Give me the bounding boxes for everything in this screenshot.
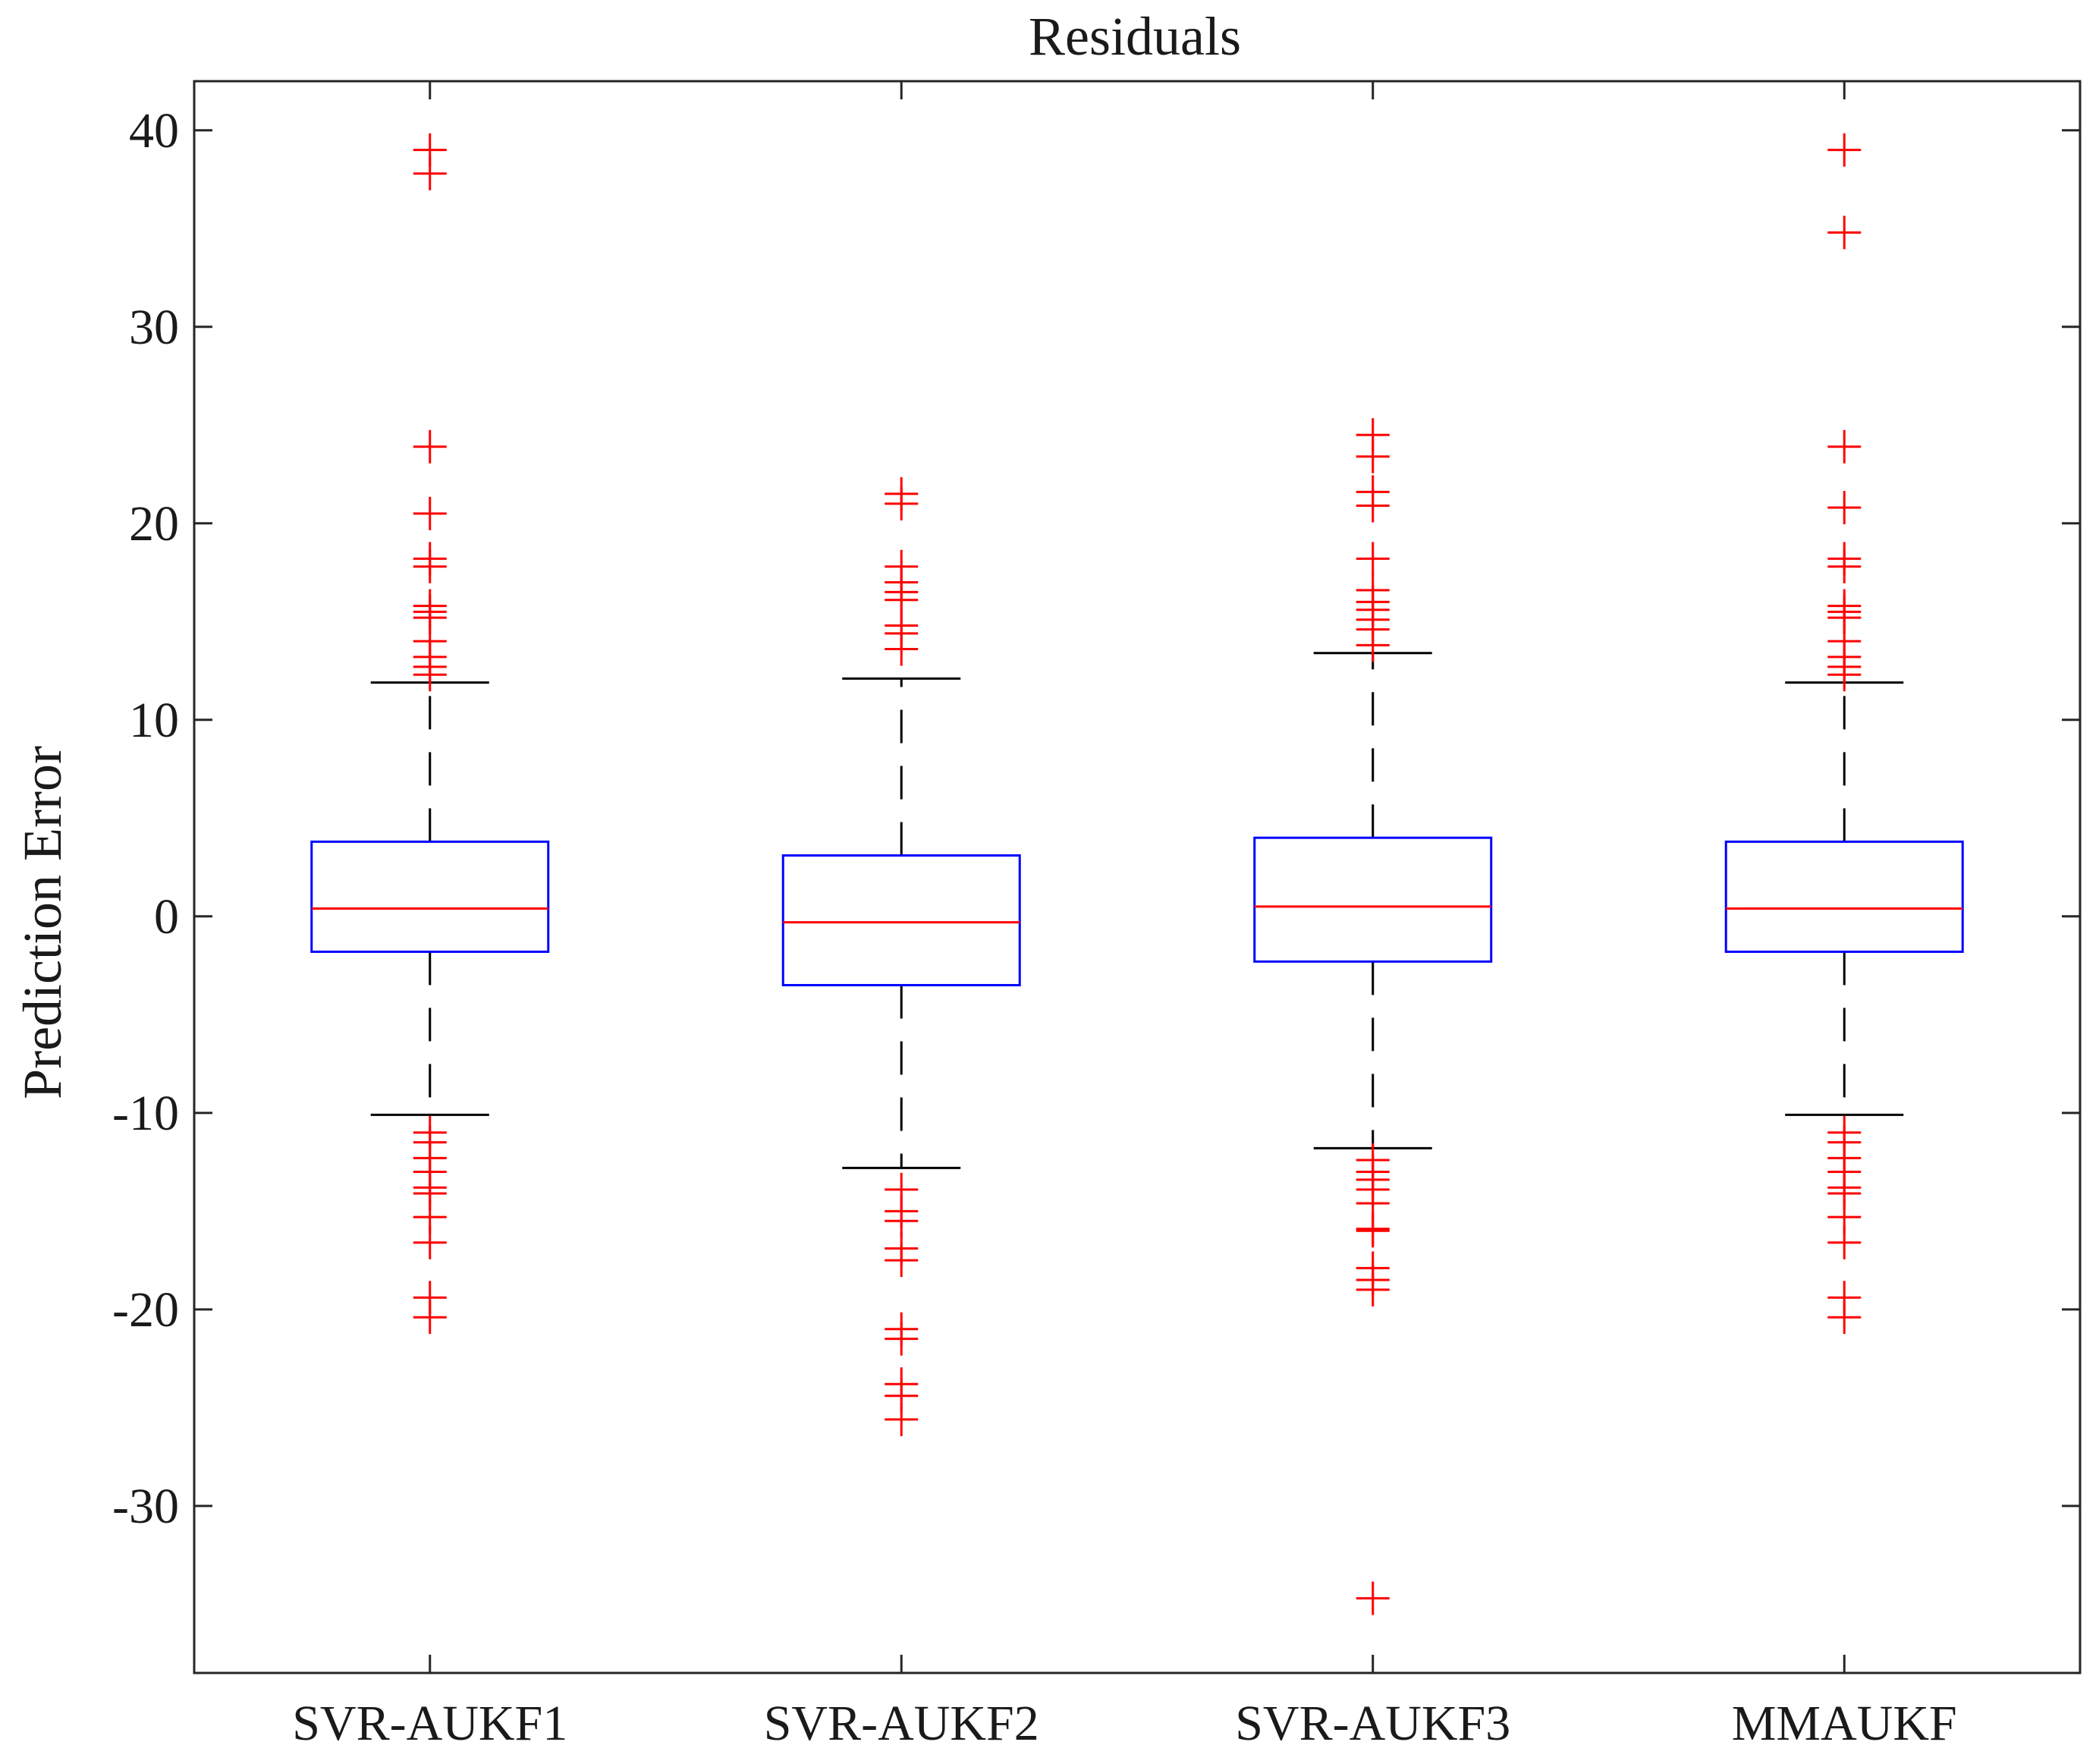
outlier-marker bbox=[413, 1300, 447, 1335]
x-tick-label: MMAUKF bbox=[1732, 1696, 1957, 1751]
x-axis-ticks: SVR-AUKF1 SVR-AUKF2 SVR-AUKF3 MMAUKF bbox=[292, 81, 1957, 1751]
box-iqr bbox=[310, 840, 550, 953]
outlier-marker bbox=[1356, 439, 1390, 473]
outlier-marker bbox=[1356, 1272, 1390, 1306]
outlier-marker bbox=[1827, 429, 1862, 464]
y-tick-label: -10 bbox=[112, 1086, 179, 1141]
y-tick-label: -20 bbox=[112, 1282, 179, 1338]
outlier-marker bbox=[413, 658, 447, 692]
outlier-marker bbox=[413, 549, 447, 583]
x-tick-label: SVR-AUKF3 bbox=[1235, 1696, 1510, 1751]
outlier-marker bbox=[413, 156, 447, 190]
outlier-marker bbox=[1356, 542, 1390, 576]
y-axis-ticks: -30 -20 -10 0 10 20 30 40 bbox=[112, 103, 2080, 1534]
outlier-marker bbox=[1356, 1214, 1390, 1248]
box-iqr bbox=[781, 854, 1021, 986]
outlier-marker bbox=[413, 496, 447, 530]
outlier-marker bbox=[413, 1225, 447, 1259]
y-tick-label: 10 bbox=[129, 693, 179, 748]
x-tick-label: SVR-AUKF1 bbox=[292, 1696, 567, 1751]
outlier-marker bbox=[1827, 1300, 1862, 1335]
y-tick-label: 0 bbox=[154, 889, 179, 945]
box-group-mmaukf bbox=[1724, 133, 1964, 1335]
outlier-marker bbox=[1356, 489, 1390, 523]
outlier-marker bbox=[1827, 133, 1862, 167]
y-tick-label: 40 bbox=[129, 103, 179, 159]
outlier-marker bbox=[1356, 1581, 1390, 1615]
outlier-marker bbox=[885, 1322, 919, 1356]
y-tick-label: 30 bbox=[129, 300, 179, 355]
x-tick-label: SVR-AUKF2 bbox=[764, 1696, 1039, 1751]
outlier-marker bbox=[1827, 549, 1862, 583]
outlier-marker bbox=[413, 429, 447, 464]
y-axis-label: Prediction Error bbox=[12, 746, 73, 1099]
outlier-marker bbox=[885, 486, 919, 520]
box-series bbox=[310, 133, 1964, 1615]
box-iqr bbox=[1253, 836, 1493, 963]
box-group-svr-aukf3 bbox=[1253, 418, 1493, 1615]
box-group-svr-aukf1 bbox=[310, 133, 550, 1335]
outlier-marker bbox=[1827, 215, 1862, 250]
outlier-marker bbox=[1356, 628, 1390, 662]
outlier-marker bbox=[1827, 491, 1862, 525]
outlier-marker bbox=[885, 1402, 919, 1436]
outlier-marker bbox=[1827, 658, 1862, 692]
chart-title: Residuals bbox=[1029, 6, 1241, 67]
outlier-marker bbox=[1827, 1225, 1862, 1259]
box-iqr bbox=[1724, 840, 1964, 953]
y-tick-label: 20 bbox=[129, 496, 179, 552]
axes-frame bbox=[193, 80, 2082, 1674]
outlier-marker bbox=[885, 632, 919, 666]
box-group-svr-aukf2 bbox=[781, 476, 1021, 1436]
y-tick-label: -30 bbox=[112, 1479, 179, 1534]
outlier-marker bbox=[885, 1244, 919, 1278]
